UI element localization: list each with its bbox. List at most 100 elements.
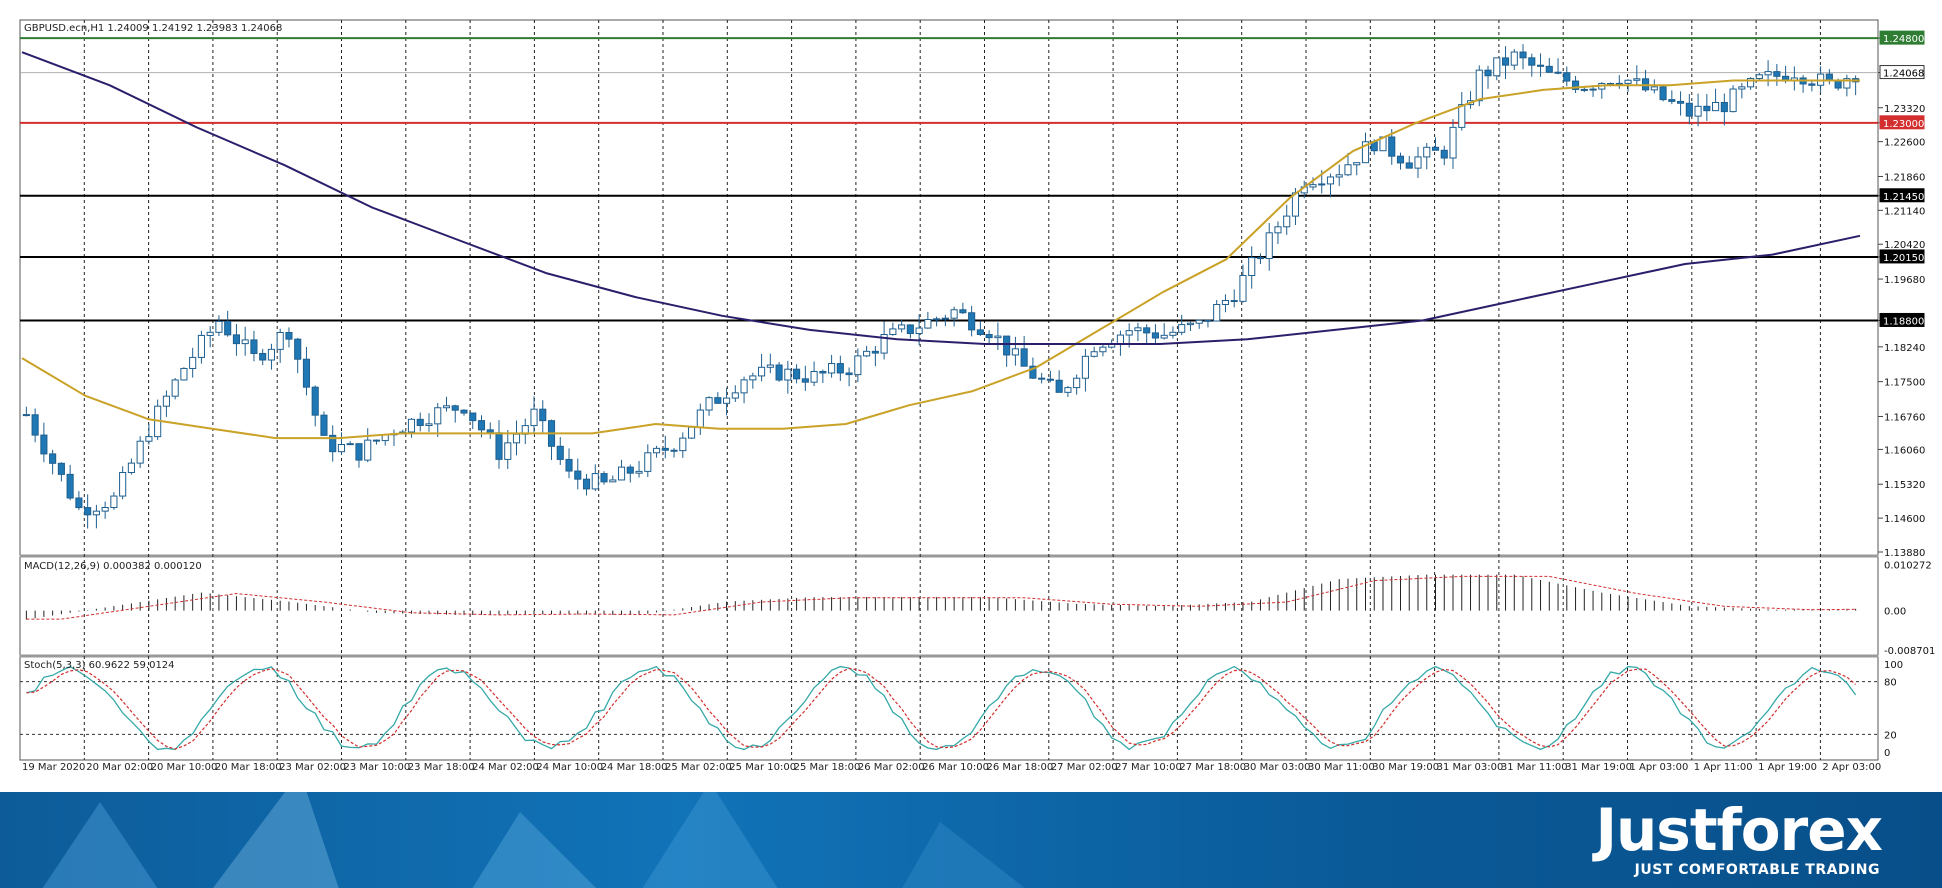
time-tick-label: 23 Mar 18:00: [408, 762, 475, 773]
decor-triangle: [40, 802, 160, 888]
candle: [1519, 44, 1527, 70]
price-tick-label: 1.21860: [1884, 172, 1925, 183]
candle: [775, 362, 783, 382]
candle: [425, 413, 433, 432]
candle: [136, 436, 144, 469]
candle: [1335, 164, 1343, 186]
price-tick-label: 1.14600: [1884, 514, 1925, 525]
candle: [556, 437, 564, 465]
time-tick-label: 24 Mar 18:00: [601, 762, 668, 773]
candle: [49, 449, 57, 475]
candle: [924, 311, 932, 329]
candle: [241, 326, 249, 356]
candle: [1274, 221, 1282, 244]
brand-logo: Justforex: [1595, 796, 1883, 864]
price-level-tag: [1879, 188, 1925, 203]
candle: [1230, 289, 1238, 308]
candle: [1528, 53, 1536, 77]
candle: [871, 346, 879, 367]
candle: [661, 435, 669, 459]
ma-slow-line: [21, 51, 1861, 345]
price-pane[interactable]: [19, 19, 1879, 556]
price-tick-label: 1.20420: [1884, 240, 1925, 251]
time-tick-label: 1 Apr 11:00: [1694, 762, 1753, 773]
candle: [504, 430, 512, 469]
candle: [346, 441, 354, 446]
candle: [828, 354, 836, 378]
candle: [320, 411, 328, 436]
time-tick-label: 27 Mar 02:00: [1051, 762, 1118, 773]
candle: [582, 473, 591, 496]
candle: [854, 348, 862, 383]
candle: [1659, 85, 1667, 102]
price-tick-label: 1.24800: [1883, 34, 1924, 45]
candle: [372, 439, 381, 445]
stoch-tick-label: 0: [1884, 748, 1890, 759]
candle: [723, 387, 731, 416]
price-tick-label: 1.23320: [1884, 104, 1925, 115]
candle: [1186, 321, 1195, 332]
candle: [574, 458, 582, 490]
candle: [1169, 326, 1177, 339]
candle: [591, 464, 599, 492]
time-tick-label: 19 Mar 2020: [22, 762, 85, 773]
candle: [609, 475, 617, 483]
candle: [1545, 57, 1553, 73]
candle: [1178, 314, 1186, 336]
candle: [1563, 66, 1571, 87]
candle: [1668, 90, 1676, 105]
moving-averages: [21, 51, 1861, 440]
candle: [705, 396, 713, 416]
candle: [1195, 319, 1203, 329]
candle: [250, 330, 258, 362]
price-tick-label: 1.24068: [1883, 69, 1924, 80]
price-tick-label: 1.16760: [1884, 412, 1925, 423]
macd-signal-line: [26, 575, 1856, 620]
macd-pane[interactable]: [19, 556, 1879, 656]
time-tick-label: 20 Mar 02:00: [86, 762, 153, 773]
time-tick-label: 2 Apr 03:00: [1822, 762, 1881, 773]
candle: [197, 330, 205, 364]
time-tick-label: 24 Mar 10:00: [536, 762, 603, 773]
candle: [898, 320, 906, 333]
candle: [635, 460, 643, 478]
candle: [1484, 65, 1492, 89]
candle: [985, 330, 993, 344]
time-tick-label: 27 Mar 10:00: [1115, 762, 1182, 773]
candle: [1554, 58, 1562, 75]
candle: [994, 322, 1002, 350]
candle: [407, 418, 416, 438]
candle: [959, 302, 967, 315]
price-level-tag: [1879, 312, 1925, 327]
candle: [1423, 143, 1431, 170]
time-tick-label: 26 Mar 18:00: [987, 762, 1054, 773]
candle: [355, 443, 363, 468]
candle: [451, 404, 459, 423]
candle: [302, 346, 311, 396]
candle: [1808, 79, 1816, 92]
candle: [784, 360, 792, 394]
candle: [119, 466, 127, 500]
candle: [1283, 204, 1291, 235]
candles-group: [22, 44, 1860, 529]
candle: [434, 402, 442, 437]
candle: [801, 365, 809, 391]
symbol-label: GBPUSD.ecn,H1 1.24009 1.24192 1.23983 1.…: [24, 23, 282, 34]
stoch-tick-label: 20: [1884, 730, 1897, 741]
candle: [1055, 370, 1063, 393]
candle: [1046, 370, 1054, 383]
candle: [1773, 64, 1781, 86]
candle: [294, 337, 302, 374]
candle: [1449, 119, 1457, 169]
price-tick-label: 1.18800: [1883, 316, 1924, 327]
macd-label: MACD(12,26,9) 0.000382 0.000120: [24, 561, 202, 572]
candle: [1064, 385, 1072, 397]
stoch-pane[interactable]: [19, 656, 1879, 761]
candle: [1405, 155, 1413, 169]
candle: [968, 305, 976, 337]
time-tick-label: 25 Mar 02:00: [665, 762, 732, 773]
time-tick-label: 1 Apr 03:00: [1630, 762, 1689, 773]
candle: [276, 328, 284, 363]
